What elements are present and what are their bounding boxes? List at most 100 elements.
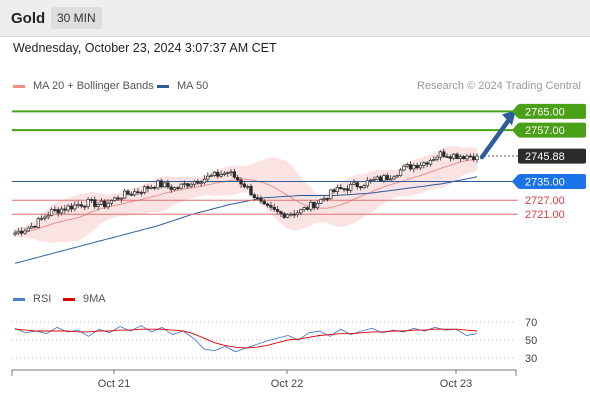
candle — [452, 153, 456, 159]
candle — [375, 176, 379, 180]
candle — [166, 182, 170, 188]
candle — [123, 190, 127, 199]
level-label-last: 2745.88 — [525, 151, 565, 163]
candle — [309, 202, 313, 210]
candle — [435, 156, 439, 160]
9ma-line — [14, 328, 478, 349]
candle — [63, 208, 67, 211]
candle — [359, 186, 363, 189]
candle — [116, 197, 120, 200]
candle — [13, 232, 17, 235]
ma50-line — [14, 176, 478, 264]
candle — [355, 182, 359, 188]
candle — [325, 197, 330, 200]
symbol-title: Gold — [11, 10, 46, 27]
candle — [53, 209, 57, 211]
candle — [442, 151, 446, 157]
candle — [282, 213, 286, 218]
candle — [36, 218, 40, 228]
candle — [275, 209, 280, 212]
candle — [378, 176, 383, 182]
candle — [202, 178, 207, 184]
candle — [302, 207, 306, 211]
candle — [279, 211, 283, 214]
candle — [139, 192, 143, 194]
candle — [176, 187, 180, 189]
candle — [289, 213, 293, 216]
timeframe-button[interactable]: 30 MIN — [51, 7, 102, 29]
candle — [146, 186, 150, 189]
candle — [418, 164, 423, 169]
candle — [212, 172, 217, 176]
candle — [93, 199, 97, 207]
level-label-bg-pivot — [518, 174, 586, 189]
candle — [133, 191, 137, 196]
candle — [465, 155, 469, 160]
candle — [96, 204, 100, 207]
candle — [136, 191, 140, 194]
candle — [285, 214, 290, 218]
candle — [149, 186, 153, 189]
ma20-swatch — [13, 84, 25, 88]
level-label-resistance: 2757.00 — [525, 125, 565, 137]
candle — [249, 185, 253, 196]
candle — [422, 162, 426, 166]
candle — [29, 225, 34, 229]
candle — [156, 180, 160, 189]
candle — [169, 186, 173, 190]
level-label-pointer — [512, 123, 518, 138]
candle — [312, 202, 316, 209]
candle — [23, 230, 27, 234]
legend-label-rsi: RSI — [33, 293, 52, 305]
candle — [129, 193, 133, 196]
candle — [46, 214, 50, 218]
candle — [332, 189, 336, 193]
candle — [432, 159, 436, 161]
candle — [299, 209, 303, 214]
candle — [59, 208, 64, 214]
rsi-swatch — [13, 297, 25, 301]
candle — [252, 194, 256, 199]
candle — [339, 187, 343, 190]
candle — [448, 156, 453, 159]
candle — [33, 225, 37, 228]
candle — [206, 175, 210, 180]
candle — [69, 205, 74, 210]
candle — [445, 156, 449, 158]
candle — [76, 204, 80, 207]
candle — [272, 206, 276, 210]
candle — [472, 156, 476, 161]
legend-item-9ma: 9MA — [63, 293, 106, 305]
candle — [342, 188, 346, 190]
candle — [186, 183, 190, 187]
candle — [103, 200, 107, 208]
legend-item-ma50: MA 50 — [157, 80, 208, 92]
candle — [152, 186, 157, 189]
candle — [305, 207, 310, 210]
candle — [19, 230, 24, 234]
level-label-resistance: 2765.00 — [525, 106, 565, 118]
level-label-bg-resistance — [518, 122, 586, 138]
candle — [425, 162, 429, 165]
candle — [329, 189, 333, 200]
candle — [162, 182, 167, 188]
candle — [428, 159, 433, 165]
candle — [113, 197, 117, 201]
candle — [322, 197, 326, 200]
candle — [408, 164, 413, 170]
candle — [86, 199, 90, 207]
candle — [43, 216, 47, 219]
level-label-support: 2727.00 — [525, 195, 565, 207]
candle — [196, 181, 200, 184]
candle — [89, 199, 94, 201]
chart-datetime: Wednesday, October 23, 2024 3:07:37 AM C… — [13, 41, 277, 55]
candle — [385, 175, 389, 180]
candle — [73, 204, 77, 210]
level-label-support: 2721.00 — [525, 209, 565, 221]
rsi-tick-label: 70 — [525, 317, 537, 329]
candle — [79, 204, 84, 207]
bollinger-band — [15, 145, 477, 243]
candle — [402, 165, 406, 171]
candle — [405, 164, 409, 167]
